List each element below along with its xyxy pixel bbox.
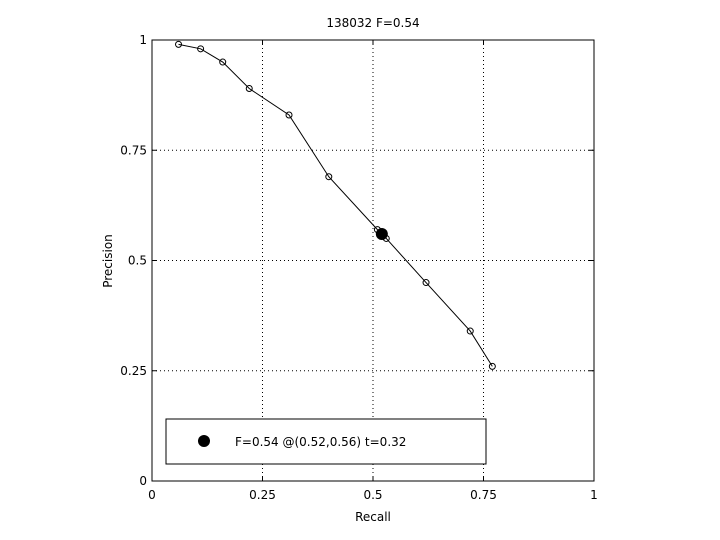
x-tick-label: 0.25 [249, 488, 276, 502]
data-point [466, 327, 474, 335]
data-point [422, 279, 430, 287]
grid-lines [152, 40, 594, 481]
y-tick-label: 0.75 [120, 143, 147, 157]
y-axis-label: Precision [101, 234, 115, 288]
y-tick-label: 0.5 [128, 254, 147, 268]
best-f-point-group [375, 228, 388, 241]
y-tick-label: 1 [139, 33, 147, 47]
x-tick-labels: 0 0.25 0.5 0.75 1 [148, 488, 598, 502]
y-tick-label: 0.25 [120, 364, 147, 378]
chart-title: 138032 F=0.54 [326, 16, 419, 30]
y-tick-label: 0 [139, 474, 147, 488]
legend: F=0.54 @(0.52,0.56) t=0.32 [165, 418, 487, 465]
pr-series [175, 40, 496, 370]
x-axis-label: Recall [355, 510, 391, 524]
legend-label: F=0.54 @(0.52,0.56) t=0.32 [235, 435, 406, 449]
data-point [219, 58, 227, 66]
data-point [285, 111, 293, 119]
y-tick-labels: 0 0.25 0.5 0.75 1 [120, 33, 147, 488]
x-tick-label: 0 [148, 488, 156, 502]
x-tick-label: 1 [590, 488, 598, 502]
data-point [175, 40, 183, 48]
best-f-point [375, 228, 388, 241]
data-point [488, 362, 496, 370]
series-line [178, 43, 493, 367]
legend-marker [198, 435, 210, 447]
x-tick-label: 0.5 [363, 488, 382, 502]
data-point [197, 45, 205, 53]
x-tick-label: 0.75 [470, 488, 497, 502]
data-point [245, 85, 253, 93]
data-point [325, 173, 333, 181]
legend-box [165, 418, 487, 465]
axis-ticks [151, 39, 595, 482]
